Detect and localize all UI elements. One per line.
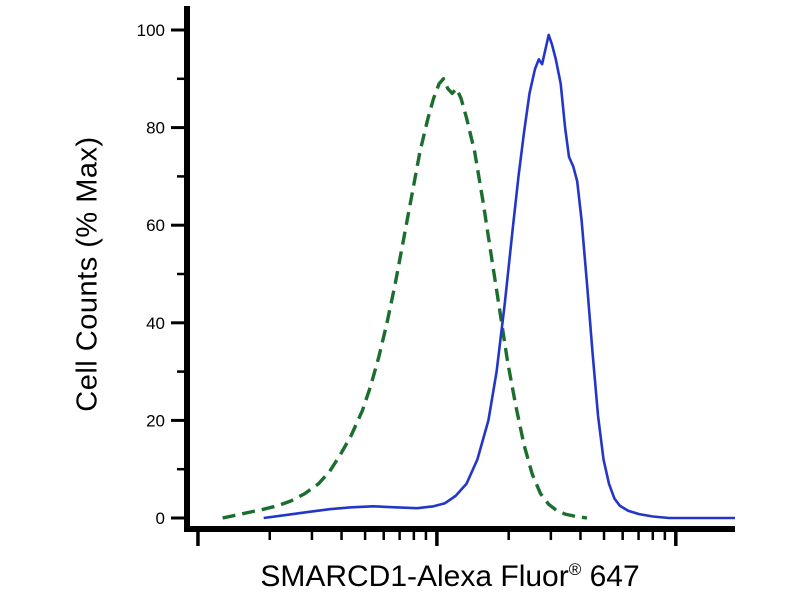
y-tick-label: 100 [137, 21, 165, 40]
y-tick-label: 40 [146, 314, 165, 333]
registered-trademark-symbol: ® [568, 560, 582, 579]
x-axis-label: SMARCD1-Alexa Fluor® 647 [150, 560, 750, 594]
x-axis-label-main: SMARCD1-Alexa Fluor [260, 560, 569, 593]
y-tick-label: 20 [146, 411, 165, 430]
x-axis-label-suffix: 647 [581, 560, 640, 593]
series-curve-blue-solid-stained [263, 33, 735, 520]
y-tick-label: 0 [156, 509, 165, 528]
y-tick-label: 60 [146, 216, 165, 235]
series-curve-green-dashed-control [222, 77, 588, 520]
y-tick-label: 80 [146, 119, 165, 138]
y-axis-label: Cell Counts (% Max) [71, 136, 104, 412]
